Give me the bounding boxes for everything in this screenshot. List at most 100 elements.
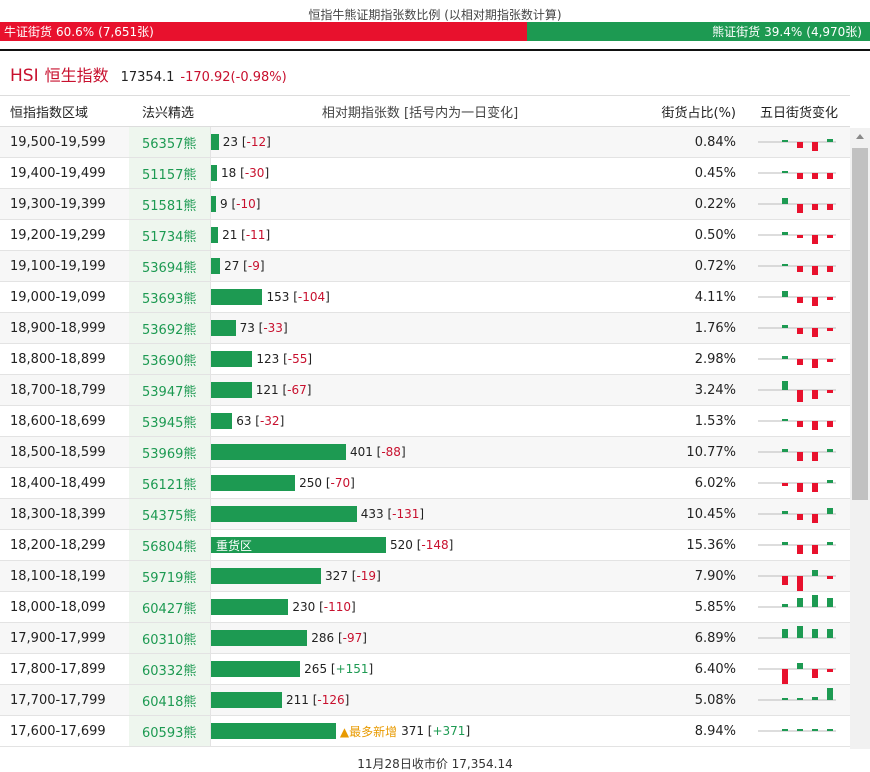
row-warrant-link[interactable]: 53945熊 <box>129 406 210 436</box>
contracts-bar <box>211 630 308 646</box>
row-percent: 0.22% <box>694 196 736 212</box>
five-day-bar <box>812 629 818 638</box>
scroll-up-arrow-icon[interactable] <box>856 134 864 139</box>
daily-change: -19 <box>356 569 377 583</box>
five-day-bar <box>812 390 818 399</box>
bear-segment: 熊证街货 39.4% (4,970张) <box>527 22 870 41</box>
row-warrant-link[interactable]: 60427熊 <box>129 592 210 622</box>
row-warrant-link[interactable]: 56804熊 <box>129 530 210 560</box>
row-percent: 8.94% <box>694 723 736 739</box>
five-day-sparkline <box>758 264 836 275</box>
five-day-bar <box>812 697 818 700</box>
index-code: HSI <box>10 66 39 86</box>
scrollbar[interactable] <box>850 128 870 749</box>
row-five-day-chart <box>736 654 850 684</box>
row-five-day-chart <box>736 685 850 715</box>
row-warrant-link[interactable]: 53692熊 <box>129 313 210 343</box>
bear-label: 熊证街货 <box>712 25 761 39</box>
row-range: 19,200-19,299 <box>10 227 106 243</box>
contracts-value: 21 [-11] <box>222 228 271 242</box>
row-range: 17,600-17,699 <box>10 723 106 739</box>
row-five-day-chart <box>736 561 850 591</box>
contracts-value: 286 [-97] <box>311 631 367 645</box>
row-range: 18,300-18,399 <box>10 506 106 522</box>
five-day-bar <box>812 545 818 554</box>
row-warrant-link[interactable]: 54375熊 <box>129 499 210 529</box>
five-day-bar <box>782 419 788 421</box>
row-warrant-link[interactable]: 60332熊 <box>129 654 210 684</box>
five-day-bar <box>812 452 818 461</box>
contracts-value: 121 [-67] <box>255 383 312 397</box>
row-warrant-link[interactable]: 53694熊 <box>129 251 210 281</box>
five-day-bar <box>782 729 788 731</box>
contracts-bar <box>211 165 218 181</box>
row-warrant-link[interactable]: 53690熊 <box>129 344 210 374</box>
row-five-day-chart <box>736 251 850 281</box>
bear-count: (4,970张) <box>806 25 862 39</box>
five-day-bar <box>797 173 803 179</box>
five-day-sparkline <box>758 325 836 337</box>
five-day-sparkline <box>758 232 836 244</box>
five-day-bar <box>782 629 788 638</box>
contracts-bar <box>211 289 263 305</box>
row-contracts-cell: 9 [-10] <box>210 189 630 219</box>
five-day-bar <box>797 514 803 520</box>
five-day-bar <box>827 508 833 514</box>
contracts-value: 123 [-55] <box>256 352 313 366</box>
five-day-bar <box>827 576 833 579</box>
contracts-bar <box>211 320 236 336</box>
row-warrant-link[interactable]: 53969熊 <box>129 437 210 467</box>
row-warrant-link[interactable]: 59719熊 <box>129 561 210 591</box>
five-day-bar <box>797 626 803 638</box>
row-warrant-link[interactable]: 53693熊 <box>129 282 210 312</box>
table-row: 18,700-18,799 53947熊 121 [-67] 3.24% <box>0 375 850 406</box>
row-warrant-link[interactable]: 60593熊 <box>129 716 210 746</box>
contracts-bar <box>211 413 233 429</box>
row-warrant-link[interactable]: 56357熊 <box>129 127 210 157</box>
table-row: 18,800-18,899 53690熊 123 [-55] 2.98% <box>0 344 850 375</box>
contracts-value: 433 [-131] <box>360 507 425 521</box>
row-percent: 10.77% <box>686 444 736 460</box>
five-day-bar <box>827 204 833 210</box>
row-contracts-cell: 121 [-67] <box>210 375 630 405</box>
row-percent: 0.45% <box>694 165 736 181</box>
daily-change: +151 <box>335 662 369 676</box>
table-row: 17,600-17,699 60593熊 ▲最多新增 371 [+371] 8.94% <box>0 716 850 747</box>
row-warrant-link[interactable]: 53947熊 <box>129 375 210 405</box>
five-day-bar <box>812 328 818 337</box>
row-warrant-link[interactable]: 51157熊 <box>129 158 210 188</box>
row-five-day-chart <box>736 406 850 436</box>
row-five-day-chart <box>736 375 850 405</box>
five-day-bar <box>782 198 788 204</box>
row-five-day-chart <box>736 282 850 312</box>
header-percent: 街货占比(%) <box>661 105 737 121</box>
row-range: 18,500-18,599 <box>10 444 106 460</box>
five-day-bar <box>812 483 818 492</box>
row-warrant-link[interactable]: 51581熊 <box>129 189 210 219</box>
row-percent: 4.11% <box>694 289 736 305</box>
contracts-value: 327 [-19] <box>325 569 381 583</box>
row-warrant-link[interactable]: 60310熊 <box>129 623 210 653</box>
row-percent: 5.08% <box>694 692 736 708</box>
row-five-day-chart <box>736 716 850 746</box>
contracts-bar <box>211 692 282 708</box>
contracts-bar <box>211 258 221 274</box>
contracts-count: 401 <box>349 445 373 459</box>
five-day-bar <box>797 297 803 303</box>
row-range: 19,100-19,199 <box>10 258 106 274</box>
row-warrant-link[interactable]: 60418熊 <box>129 685 210 715</box>
row-percent: 10.45% <box>686 506 736 522</box>
row-contracts-cell: 123 [-55] <box>210 344 630 374</box>
daily-change: -70 <box>330 476 351 490</box>
five-day-bar <box>797 598 803 607</box>
row-five-day-chart <box>736 158 850 188</box>
most-new-label: ▲最多新增 <box>339 724 398 739</box>
contracts-count: 433 <box>360 507 384 521</box>
row-warrant-link[interactable]: 51734熊 <box>129 220 210 250</box>
scroll-thumb[interactable] <box>852 148 868 500</box>
row-warrant-link[interactable]: 56121熊 <box>129 468 210 498</box>
heavy-zone-label: 重货区 <box>216 538 253 553</box>
row-range: 18,600-18,699 <box>10 413 106 429</box>
row-percent: 6.89% <box>694 630 736 646</box>
contracts-count: 23 <box>222 135 239 149</box>
